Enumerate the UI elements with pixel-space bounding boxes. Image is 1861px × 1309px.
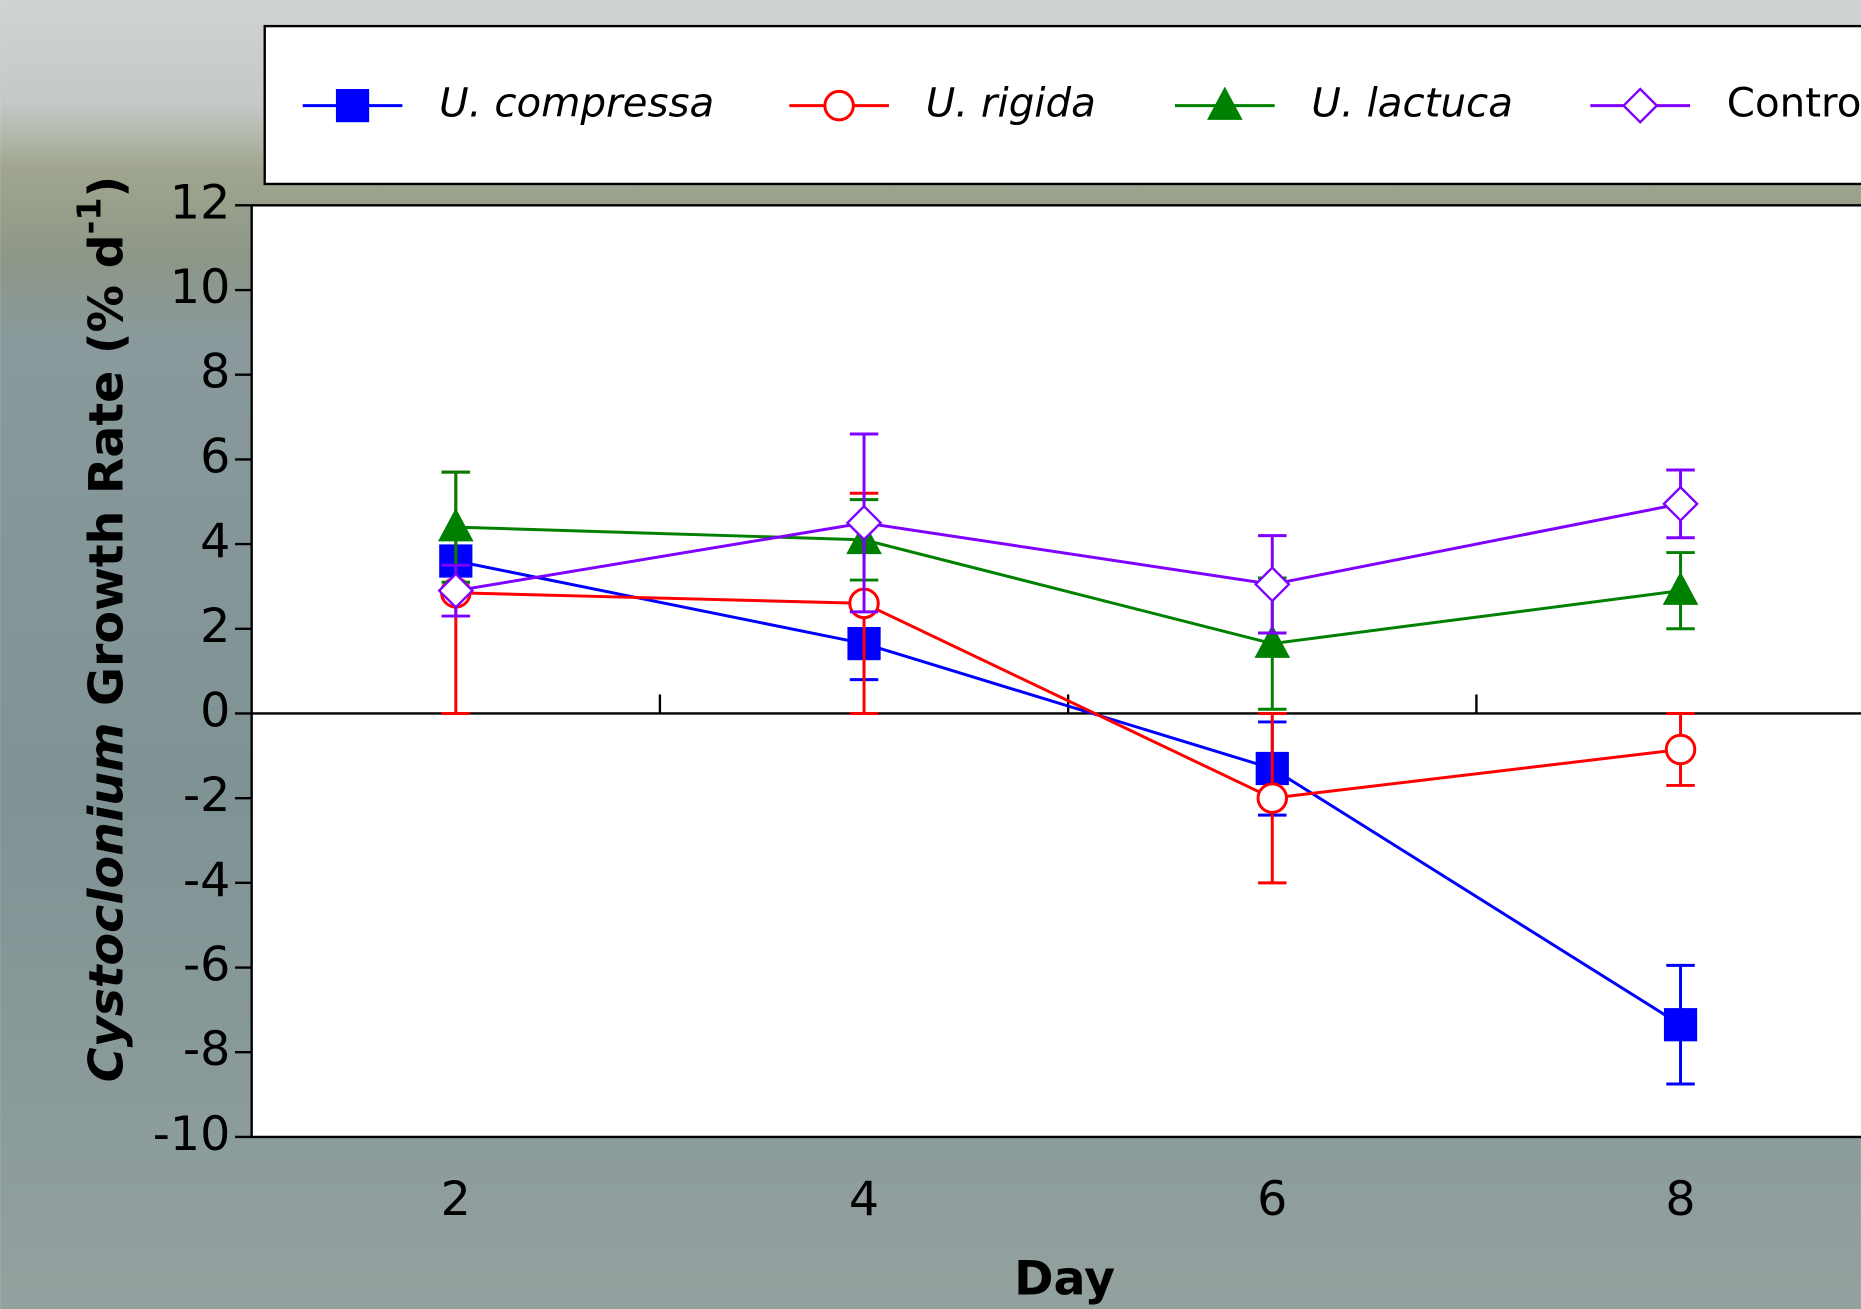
plot-area xyxy=(252,205,1861,1137)
y-tick-label: -10 xyxy=(153,1107,231,1162)
x-axis-title: Day xyxy=(1014,1252,1115,1307)
y-axis-title-text: Growth Rate (% d xyxy=(79,234,134,722)
legend-label: U. lactuca xyxy=(1311,80,1513,127)
y-tick-label: -4 xyxy=(183,853,230,908)
y-tick-label: 10 xyxy=(170,260,230,315)
y-axis-title: Cystoclonium Growth Rate (% d-1) xyxy=(69,176,134,1082)
y-tick-label: 12 xyxy=(170,175,230,230)
x-tick-label: 8 xyxy=(1665,1172,1695,1227)
legend-label: Control xyxy=(1727,80,1861,127)
data-point xyxy=(1666,735,1694,763)
y-axis-title-sup: -1 xyxy=(69,197,108,234)
y-tick-label: 4 xyxy=(200,514,230,569)
legend-label: U. rigida xyxy=(926,80,1096,127)
y-axis-title-italic: Cystoclonium xyxy=(79,723,134,1083)
x-tick-label: 2 xyxy=(441,1172,471,1227)
x-tick-label: 4 xyxy=(849,1172,879,1227)
y-tick-label: 8 xyxy=(200,345,230,400)
y-tick-label: 6 xyxy=(200,429,230,484)
legend-marker xyxy=(336,89,369,122)
y-axis-title-close: ) xyxy=(79,176,134,198)
legend-marker xyxy=(825,91,853,119)
y-tick-label: -8 xyxy=(183,1022,230,1077)
y-tick-label: -2 xyxy=(183,768,230,823)
data-point xyxy=(1258,784,1286,812)
legend-label: U. compressa xyxy=(439,80,714,127)
x-tick-label: 6 xyxy=(1257,1172,1287,1227)
y-tick-label: 0 xyxy=(200,683,230,738)
data-point xyxy=(1664,1008,1697,1041)
y-tick-label: 2 xyxy=(200,599,230,654)
page: {"chart_data": { "type": "line", "x_labe… xyxy=(0,0,1861,1309)
chart: Day Cystoclonium Growth Rate (% d-1) -10… xyxy=(0,0,1861,1309)
y-tick-label: -6 xyxy=(183,938,230,993)
